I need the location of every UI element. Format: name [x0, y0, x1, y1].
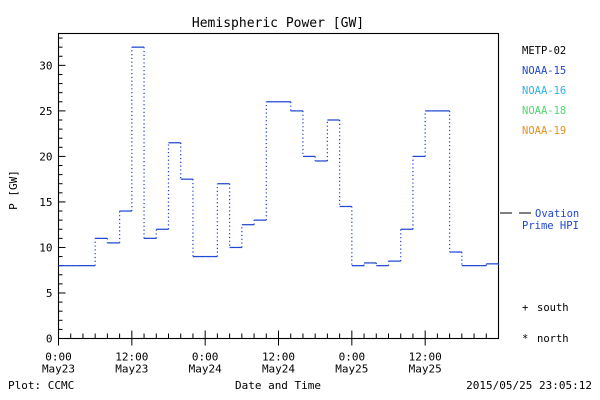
y-tick-label: 10 — [39, 241, 52, 254]
legend-south-label: south — [537, 302, 569, 314]
plus-icon: + — [522, 302, 528, 314]
y-axis-label: P [GW] — [7, 170, 20, 210]
x-axis-tick-labels: 0:00May2312:00May230:00May2412:00May240:… — [42, 351, 442, 376]
x-tick-label-time: 12:00 — [262, 351, 295, 364]
x-tick-label-date: May24 — [189, 363, 222, 376]
plot-credit: Plot: CCMC — [8, 379, 74, 392]
legend-north: * north — [522, 333, 569, 345]
y-tick-label: 25 — [39, 105, 52, 118]
legend-north-label: north — [537, 333, 569, 345]
series-noaa-15 — [58, 46, 500, 267]
x-tick-label-date: May25 — [409, 363, 442, 376]
x-axis-ticks — [58, 330, 499, 346]
ovation-label-line1: Ovation — [535, 208, 579, 220]
x-tick-label-time: 0:00 — [192, 351, 219, 364]
x-tick-label-time: 0:00 — [339, 351, 366, 364]
legend-series: METP-02 NOAA-15 NOAA-16 NOAA-18 NOAA-19 — [522, 45, 566, 137]
x-tick-label-date: May24 — [262, 363, 295, 376]
legend-item-noaa-19: NOAA-19 — [522, 125, 566, 137]
asterisk-icon: * — [522, 333, 528, 345]
chart-title: Hemispheric Power [GW] — [192, 16, 364, 31]
y-tick-label: 20 — [39, 150, 52, 163]
data-series-group — [58, 46, 500, 267]
x-tick-label-time: 0:00 — [45, 351, 72, 364]
legend-item-noaa-18: NOAA-18 — [522, 105, 566, 117]
plot-frame — [57, 32, 500, 340]
legend-ovation: Ovation Prime HPI — [500, 208, 579, 232]
x-tick-label-time: 12:00 — [115, 351, 148, 364]
x-tick-label-time: 12:00 — [409, 351, 442, 364]
y-axis-tick-labels: 0 5 10 15 20 25 30 — [39, 59, 52, 345]
x-axis-caption: Date and Time — [235, 379, 321, 392]
x-tick-label-date: May23 — [115, 363, 148, 376]
x-tick-label-date: May25 — [335, 363, 368, 376]
legend-item-noaa-15: NOAA-15 — [522, 65, 566, 77]
y-tick-label: 5 — [46, 287, 53, 300]
legend-item-noaa-16: NOAA-16 — [522, 85, 566, 97]
y-tick-label: 30 — [39, 59, 52, 72]
y-axis-ticks — [58, 37, 66, 339]
y-tick-label: 0 — [46, 333, 53, 346]
plot-timestamp: 2015/05/25 23:05:12 — [466, 379, 592, 392]
y-tick-label: 15 — [39, 196, 52, 209]
legend-south: + south — [522, 302, 569, 314]
ovation-label-line2: Prime HPI — [522, 220, 579, 232]
legend-item-metp-02: METP-02 — [522, 45, 566, 57]
x-tick-label-date: May23 — [42, 363, 75, 376]
